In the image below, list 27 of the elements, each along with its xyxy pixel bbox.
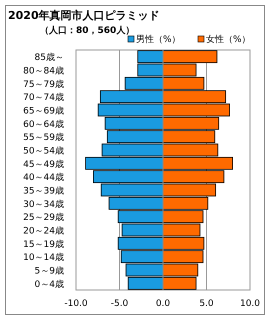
y-tick-label: 10～14歳 [23, 252, 64, 264]
y-tick-label: 45～49歳 [23, 158, 64, 170]
y-tick-label: 30～34歳 [23, 198, 64, 210]
legend-label: 女性（%） [206, 34, 251, 45]
chart-title: 2020年真岡市人口ピラミッド [8, 9, 160, 22]
chart-subtitle: （人口：80，560人） [40, 25, 134, 36]
y-tick-label: 20～24歳 [23, 226, 64, 236]
y-tick-label: 70～74歳 [23, 92, 64, 104]
x-tick-label: -5.0 [110, 299, 129, 309]
y-tick-label: 75～79歳 [23, 78, 64, 90]
x-tick-label: 10.0 [240, 299, 260, 309]
y-tick-label: 15～19歳 [23, 238, 64, 250]
y-tick-label: 40～44歳 [23, 172, 64, 184]
x-tick-label: -10.0 [64, 299, 88, 309]
y-tick-label: 80～84歳 [23, 66, 64, 76]
x-tick-label: 5.0 [199, 299, 214, 309]
y-tick-label: 55～59歳 [23, 132, 64, 144]
y-tick-label: 65～69歳 [23, 106, 64, 116]
y-tick-label: 0～4歳 [34, 278, 64, 290]
y-tick-label: 35～39歳 [23, 186, 64, 196]
legend-label: 男性（%） [136, 34, 181, 45]
x-tick-label: 0.0 [156, 299, 170, 309]
y-tick-label: 5～9歳 [34, 266, 64, 276]
y-tick-label: 25～29歳 [23, 212, 64, 224]
y-tick-label: 60～64歳 [23, 118, 64, 130]
y-tick-label: 85歳～ [34, 52, 64, 64]
y-tick-label: 50～54歳 [23, 146, 64, 156]
